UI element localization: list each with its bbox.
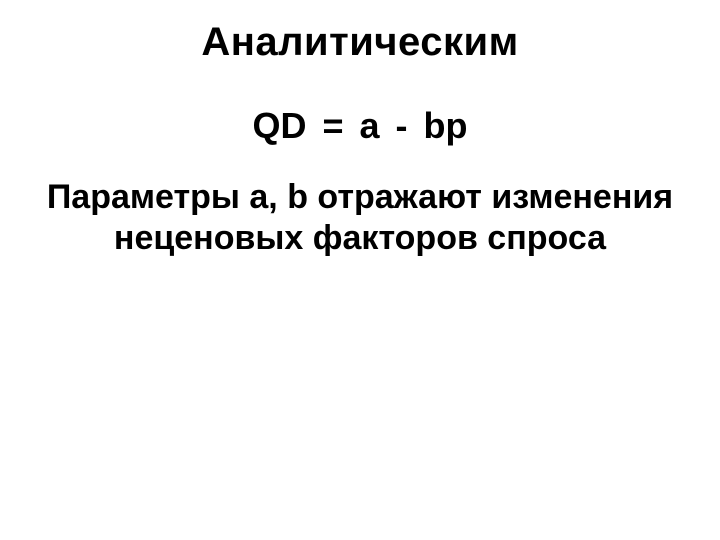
slide: Аналитическим QD = a - bp Параметры a, b…: [0, 0, 720, 540]
slide-formula: QD = a - bp: [0, 105, 720, 147]
slide-body: Параметры a, b отражают изменения нецено…: [0, 177, 720, 259]
slide-title: Аналитическим: [0, 20, 720, 65]
